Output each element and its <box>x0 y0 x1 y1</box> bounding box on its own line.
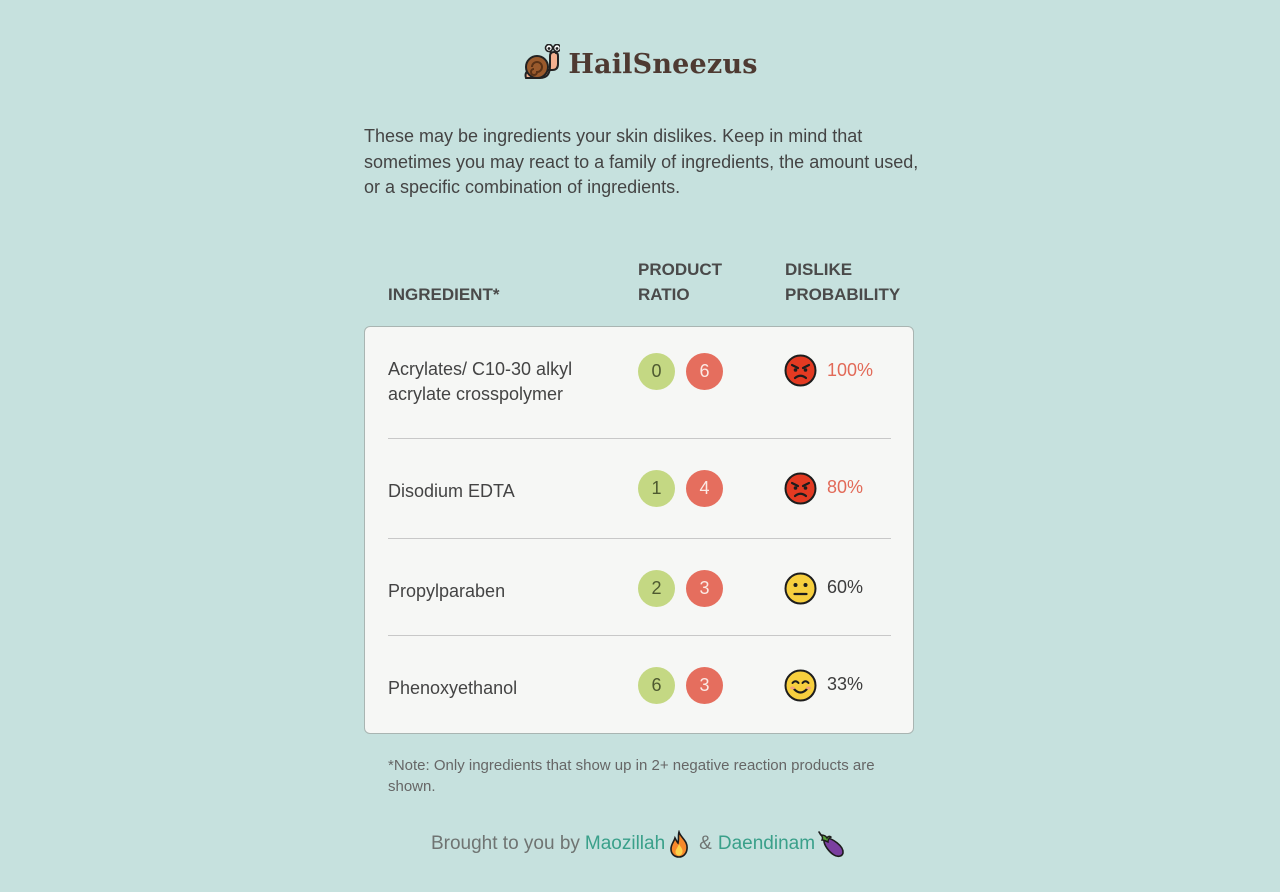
smiling-face-icon <box>784 669 817 702</box>
good-reaction-count: 2 <box>638 570 675 607</box>
good-reaction-count: 6 <box>638 667 675 704</box>
ingredient-name: Phenoxyethanol <box>388 678 518 698</box>
eggplant-icon <box>818 831 844 858</box>
ingredient-name-line1: Acrylates/ C10-30 alkyl <box>388 359 573 379</box>
footnote: *Note: Only ingredients that show up in … <box>388 757 875 795</box>
ingredient-name: Acrylates/ C10-30 alkyl acrylate crosspo… <box>388 357 618 407</box>
fire-icon <box>670 830 688 858</box>
ingredient-name: Propylparaben <box>388 581 506 601</box>
ingredient-header-label: INGREDIENT* <box>388 285 500 304</box>
author-link-daendinam[interactable]: Daendinam <box>717 833 816 854</box>
ingredient-column-header: INGREDIENT* <box>388 282 499 307</box>
app-title: HailSneezus <box>568 48 758 80</box>
bad-reaction-count: 3 <box>686 570 723 607</box>
dislike-probability: 80% <box>827 477 864 497</box>
product-ratio-column-header: PRODUCT RATIO <box>638 257 722 307</box>
bad-reaction-count: 3 <box>686 667 723 704</box>
author-link-maozillah[interactable]: Maozillah <box>584 833 666 854</box>
credits-prefix: Brought to you by <box>430 833 580 854</box>
good-reaction-count: 1 <box>638 470 675 507</box>
footer-credits: Brought to you by Maozillah & Daendinam <box>0 830 1280 858</box>
row-divider <box>388 538 891 539</box>
row-divider <box>388 635 891 636</box>
angry-face-icon <box>784 354 817 387</box>
ingredient-name-line2: acrylate crosspolymer <box>388 384 564 404</box>
bad-reaction-count: 6 <box>686 353 723 390</box>
snail-icon <box>524 44 561 79</box>
bad-reaction-count: 4 <box>686 470 723 507</box>
angry-face-icon <box>784 472 817 505</box>
app-header: HailSneezus <box>0 44 1280 84</box>
dislike-header-line1: DISLIKE <box>785 260 853 279</box>
ingredient-name: Disodium EDTA <box>388 481 515 501</box>
dislike-probability: 100% <box>827 360 874 380</box>
good-reaction-count: 0 <box>638 353 675 390</box>
row-divider <box>388 438 891 439</box>
credits-separator: & <box>699 833 712 854</box>
dislike-probability-column-header: DISLIKE PROBABILITY <box>785 257 900 307</box>
product-ratio-header-line2: RATIO <box>638 285 690 304</box>
dislike-probability: 33% <box>827 674 864 694</box>
neutral-face-icon <box>784 572 817 605</box>
dislike-header-line2: PROBABILITY <box>785 285 901 304</box>
ingredients-table: Acrylates/ C10-30 alkyl acrylate crosspo… <box>364 326 914 734</box>
intro-text: These may be ingredients your skin disli… <box>364 126 919 197</box>
product-ratio-header-line1: PRODUCT <box>638 260 723 279</box>
dislike-probability: 60% <box>827 577 864 597</box>
